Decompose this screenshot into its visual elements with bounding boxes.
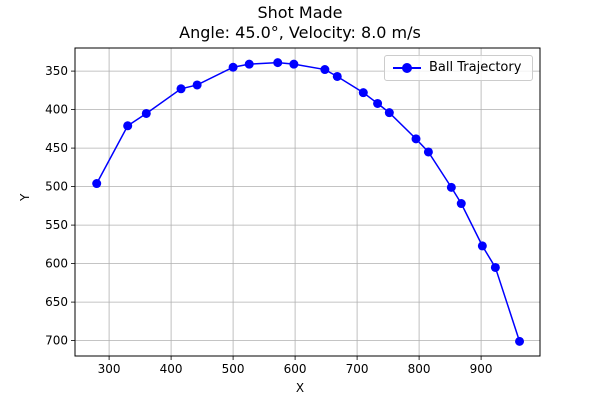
x-tick-label: 800 xyxy=(408,362,431,376)
trajectory-point xyxy=(456,199,466,209)
x-tick-label: 300 xyxy=(98,362,121,376)
y-tick-label: 600 xyxy=(45,257,68,271)
trajectory-point xyxy=(477,241,487,251)
ticks: 300 400 500 600 700 800 900 350 400 450 500 550 600 6… xyxy=(45,64,492,376)
trajectory-point xyxy=(373,98,383,108)
grid xyxy=(75,48,540,356)
x-tick-label: 700 xyxy=(346,362,369,376)
x-tick-label: 900 xyxy=(470,362,493,376)
y-tick-label: 700 xyxy=(45,334,68,348)
trajectory-point xyxy=(244,59,254,69)
y-tick-label: 500 xyxy=(45,180,68,194)
trajectory-point xyxy=(490,262,500,272)
x-axis-label: X xyxy=(295,381,305,395)
trajectory-point xyxy=(446,182,456,192)
trajectory-point xyxy=(320,65,330,75)
chart-title: Shot Made xyxy=(257,3,343,22)
y-tick-label: 650 xyxy=(45,295,68,309)
trajectory-point xyxy=(332,71,342,81)
y-tick-label: 550 xyxy=(45,218,68,232)
trajectory-point xyxy=(273,58,283,68)
trajectory-point xyxy=(92,179,102,189)
trajectory-point xyxy=(176,84,186,94)
series-group xyxy=(92,58,525,346)
trajectory-point xyxy=(192,80,202,90)
trajectory-point xyxy=(384,108,394,118)
y-tick-label: 450 xyxy=(45,141,68,155)
trajectory-point xyxy=(141,108,151,118)
legend-entry-label: Ball Trajectory xyxy=(429,60,522,75)
trajectory-point xyxy=(289,59,299,69)
y-axis-label: Y xyxy=(18,193,32,201)
trajectory-point xyxy=(123,121,133,131)
legend-marker-swatch xyxy=(402,63,412,73)
y-tick-label: 350 xyxy=(45,64,68,78)
trajectory-point xyxy=(411,134,421,144)
y-tick-label: 400 xyxy=(45,103,68,117)
x-tick-label: 600 xyxy=(284,362,307,376)
series-line-ball-trajectory xyxy=(96,61,521,342)
x-tick-label: 500 xyxy=(222,362,245,376)
x-tick-label: 400 xyxy=(160,362,183,376)
chart-subtitle: Angle: 45.0°, Velocity: 8.0 m/s xyxy=(179,23,421,42)
legend: Ball Trajectory xyxy=(384,55,533,81)
trajectory-point xyxy=(423,147,433,157)
trajectory-point xyxy=(358,88,368,98)
trajectory-point xyxy=(515,336,525,346)
trajectory-point xyxy=(228,62,238,72)
axes-frame xyxy=(74,47,541,357)
